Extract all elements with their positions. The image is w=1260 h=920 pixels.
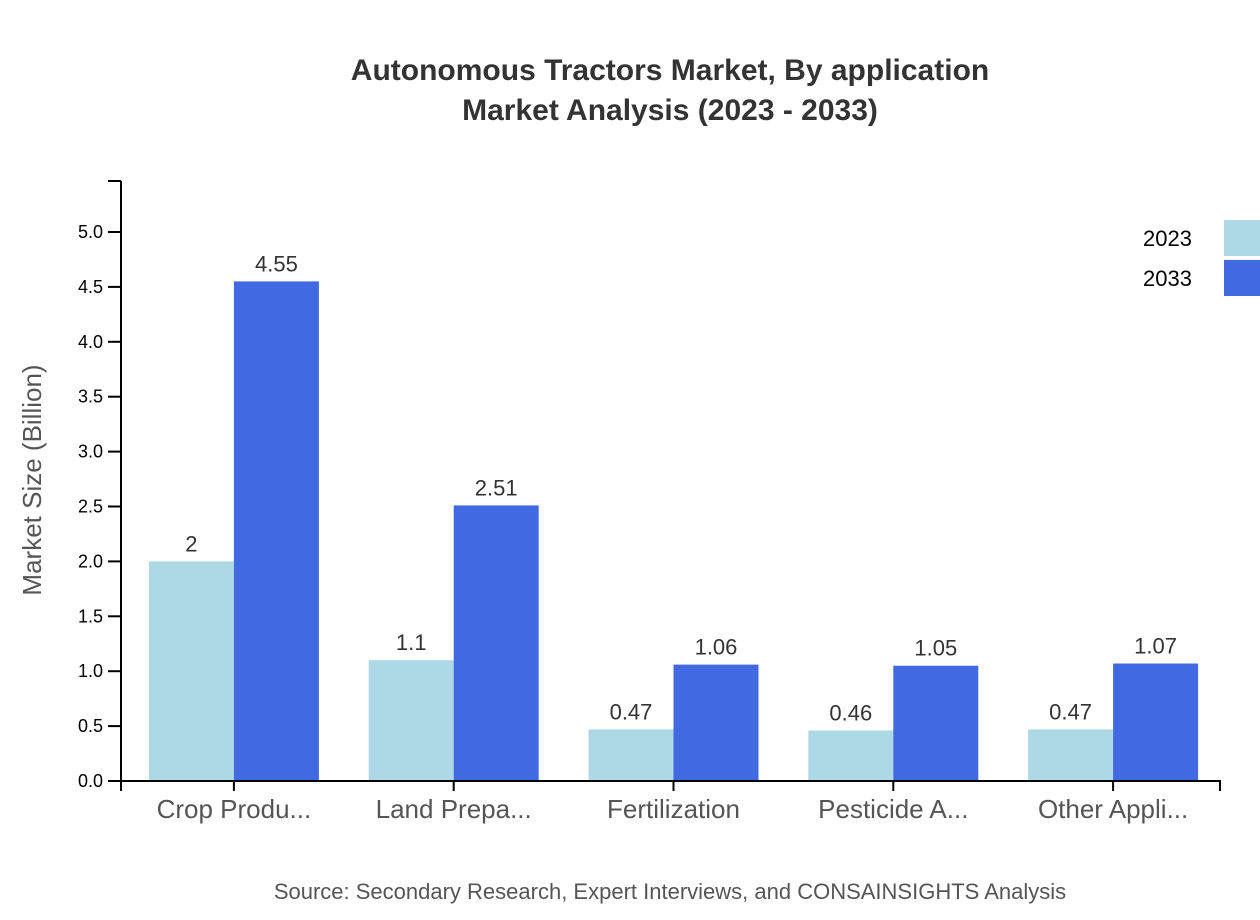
bar-2023 xyxy=(588,729,674,781)
legend-label: 2033 xyxy=(1143,266,1192,291)
bar-2023 xyxy=(808,730,894,781)
bar-2033 xyxy=(1113,663,1199,781)
value-label: 0.46 xyxy=(829,700,872,725)
bar-2023 xyxy=(368,660,454,781)
category-label: Pesticide A... xyxy=(818,794,968,824)
category-label: Land Prepa... xyxy=(376,794,532,824)
x-axis: Crop Produ... Land Prepa... Fertilization P… xyxy=(120,780,1221,824)
value-label: 0.47 xyxy=(610,699,653,724)
value-label: 2.51 xyxy=(475,475,518,500)
value-label: 1.07 xyxy=(1134,634,1177,659)
legend-swatch-2023 xyxy=(1224,220,1260,256)
category-label: Crop Produ... xyxy=(157,794,312,824)
y-tick-label: 1.0 xyxy=(78,661,103,681)
y-axis-label: Market Size (Billion) xyxy=(17,364,47,595)
y-tick-label: 0.0 xyxy=(78,771,103,791)
y-tick-label: 2.0 xyxy=(78,551,103,571)
bars-group xyxy=(148,281,1199,781)
y-tick-label: 4.0 xyxy=(78,332,103,352)
category-label: Other Appli... xyxy=(1038,794,1188,824)
chart-title: Autonomous Tractors Market, By applicati… xyxy=(351,54,989,87)
y-tick-label: 3.0 xyxy=(78,442,103,462)
value-labels-group: 2 4.55 1.1 2.51 0.47 1.06 0.46 1.05 0.47 1.07 xyxy=(185,251,1177,725)
value-label: 1.06 xyxy=(695,635,738,660)
category-label: Fertilization xyxy=(607,794,740,824)
y-tick-label: 3.5 xyxy=(78,387,103,407)
value-label: 0.47 xyxy=(1049,699,1092,724)
value-label: 2 xyxy=(185,531,197,556)
chart-subtitle: Market Analysis (2023 - 2033) xyxy=(462,94,878,127)
y-tick-label: 2.5 xyxy=(78,497,103,517)
legend-swatch-2033 xyxy=(1224,260,1260,296)
y-axis: 0.0 0.5 1.0 1.5 2.0 2.5 3.0 3.5 4.0 4.5 5.0 xyxy=(78,180,122,791)
legend: 2023 2033 xyxy=(1143,220,1260,296)
y-tick-label: 1.5 xyxy=(78,606,103,626)
bar-2023 xyxy=(1028,729,1114,781)
source-note: Source: Secondary Research, Expert Inter… xyxy=(274,879,1066,904)
bar-2033 xyxy=(673,664,759,781)
bar-2033 xyxy=(893,665,979,781)
value-label: 4.55 xyxy=(255,251,298,276)
legend-label: 2023 xyxy=(1143,226,1192,251)
y-tick-label: 0.5 xyxy=(78,716,103,736)
bar-2033 xyxy=(233,281,319,781)
y-tick-label: 4.5 xyxy=(78,277,103,297)
y-tick-label: 5.0 xyxy=(78,222,103,242)
value-label: 1.1 xyxy=(396,630,427,655)
bar-2023 xyxy=(148,561,234,781)
value-label: 1.05 xyxy=(914,636,957,661)
bar-2033 xyxy=(453,505,539,781)
